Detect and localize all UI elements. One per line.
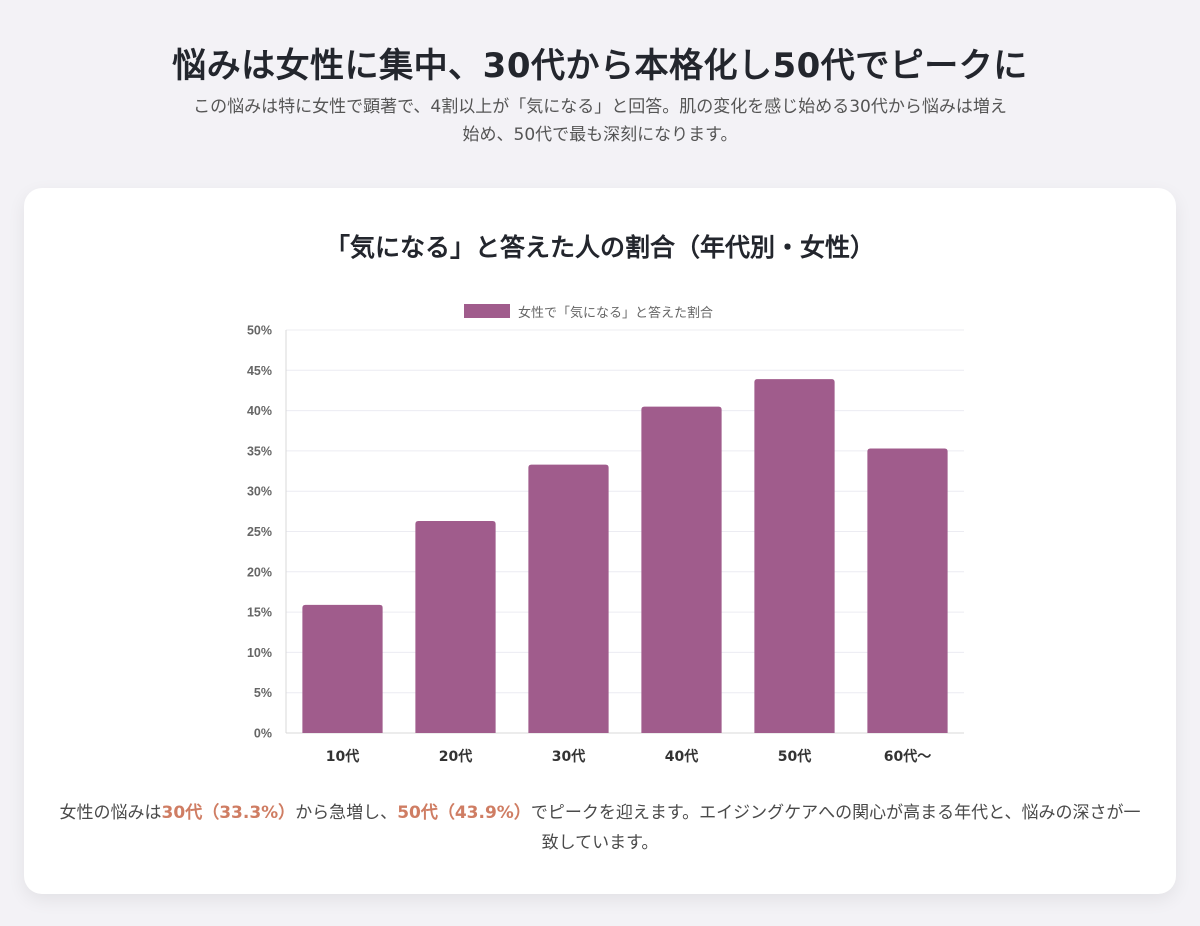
x-tick-label: 20代 — [439, 748, 472, 765]
note-highlight-30s: 30代（33.3%） — [161, 803, 296, 823]
x-tick-label: 40代 — [665, 748, 698, 765]
note-prefix: 女性の悩みは — [59, 803, 162, 823]
page-subtitle: この悩みは特に女性で顕著で、4割以上が「気になる」と回答。肌の変化を感じ始める3… — [193, 97, 1007, 145]
x-tick-label: 30代 — [552, 748, 585, 765]
y-tick-label: 40% — [247, 404, 272, 418]
chart-legend[interactable]: 女性で「気になる」と答えた割合 — [464, 300, 713, 322]
bar-1 — [302, 604, 383, 733]
y-tick-label: 15% — [247, 606, 272, 620]
y-tick-label: 30% — [247, 485, 272, 499]
bar-3 — [528, 464, 609, 733]
chart-card: 「気になる」と答えた人の割合（年代別・女性） 女性で「気になる」と答えた割合 0… — [24, 188, 1176, 894]
note-highlight-50s: 50代（43.9%） — [397, 803, 531, 823]
bar-2 — [415, 521, 496, 733]
note-suffix: でピークを迎えます。エイジングケアへの関心が高まる年代と、悩みの深さが一致してい… — [530, 803, 1141, 853]
bar-4 — [641, 406, 722, 733]
y-tick-label: 45% — [247, 364, 272, 378]
legend-label: 女性で「気になる」と答えた割合 — [518, 305, 714, 321]
y-tick-label: 5% — [254, 686, 272, 700]
y-tick-label: 0% — [254, 727, 272, 741]
page-title: 悩みは女性に集中、30代から本格化し50代でピークに — [172, 46, 1028, 86]
x-tick-label: 60代〜 — [884, 748, 931, 765]
y-tick-label: 50% — [247, 324, 272, 338]
bar-5 — [754, 379, 835, 733]
y-tick-label: 35% — [247, 444, 272, 458]
y-tick-label: 10% — [247, 646, 272, 660]
legend-swatch — [464, 304, 510, 318]
x-tick-label: 10代 — [326, 748, 359, 765]
chart-note: 女性の悩みは30代（33.3%）から急増し、50代（43.9%）でピークを迎えま… — [54, 798, 1146, 858]
note-middle: から急増し、 — [295, 803, 398, 823]
y-tick-label: 20% — [247, 565, 272, 579]
x-tick-label: 50代 — [778, 748, 811, 765]
chart-title: 「気になる」と答えた人の割合（年代別・女性） — [324, 233, 875, 262]
bar-6 — [867, 448, 948, 733]
y-tick-label: 25% — [247, 525, 272, 539]
bar-chart: 0% 5% 10% 15% 20% 25% 30% 35% 40% 45% 50% 10代 20代 30代… — [247, 324, 964, 765]
